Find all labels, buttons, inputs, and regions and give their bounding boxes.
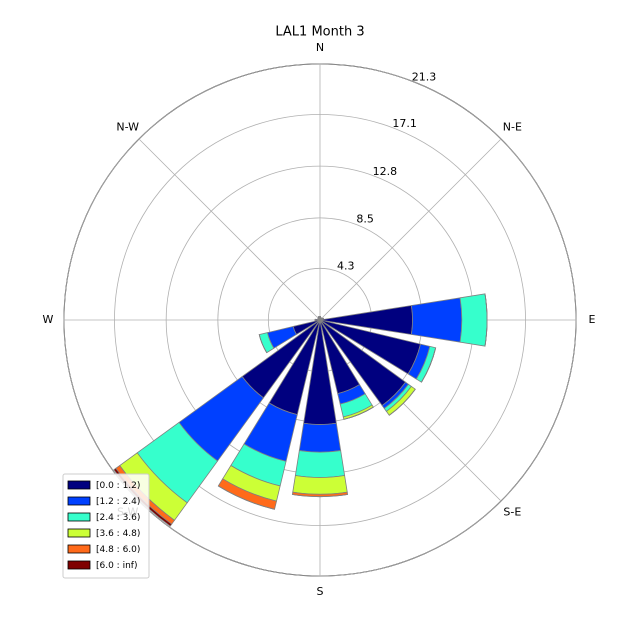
chart-title: LAL1 Month 3 xyxy=(275,25,364,40)
grid-spoke xyxy=(138,138,321,321)
wind-bar-segment xyxy=(410,297,463,343)
legend-label: [6.0 : inf) xyxy=(96,561,137,571)
direction-label: S-E xyxy=(503,505,521,518)
direction-label: N xyxy=(316,41,324,54)
legend-swatch xyxy=(67,512,91,522)
direction-label: N-E xyxy=(503,121,522,134)
direction-label: W xyxy=(43,313,54,326)
legend-label: [0.0 : 1.2) xyxy=(96,481,140,491)
radial-tick-label: 21.3 xyxy=(412,70,437,83)
radial-tick-label: 4.3 xyxy=(337,259,355,272)
direction-label: N-W xyxy=(116,121,139,134)
wind-bar-segment xyxy=(343,406,374,420)
wind-bar-segment xyxy=(298,422,342,453)
legend-label: [1.2 : 2.4) xyxy=(96,497,140,507)
legend-swatch xyxy=(67,496,91,506)
wind-bar-segment xyxy=(459,293,488,347)
legend-label: [3.6 : 4.8) xyxy=(96,529,140,539)
legend-label: [2.4 : 3.6) xyxy=(96,513,140,523)
legend-swatch xyxy=(67,560,91,570)
legend: [0.0 : 1.2) [1.2 : 2.4) [2.4 : 3.6) [3.6 : … xyxy=(62,473,150,579)
grid-spoke xyxy=(319,138,502,321)
wind-bar-segment xyxy=(388,388,416,416)
radial-tick-label: 17.1 xyxy=(392,117,417,130)
legend-swatch xyxy=(67,544,91,554)
radial-tick-label: 8.5 xyxy=(356,213,374,226)
wind-bar-segment xyxy=(484,293,488,347)
legend-swatch xyxy=(67,528,91,538)
legend-swatch xyxy=(67,480,91,490)
wind-bar-segment xyxy=(258,334,268,353)
direction-label: S xyxy=(317,585,324,598)
direction-label: E xyxy=(589,313,596,326)
wind-bar-segment xyxy=(294,450,346,478)
legend-label: [4.8 : 6.0) xyxy=(96,545,140,555)
wind-bar-segment xyxy=(292,475,348,495)
radial-tick-label: 12.8 xyxy=(373,165,398,178)
wind-bar-segment xyxy=(292,494,348,498)
